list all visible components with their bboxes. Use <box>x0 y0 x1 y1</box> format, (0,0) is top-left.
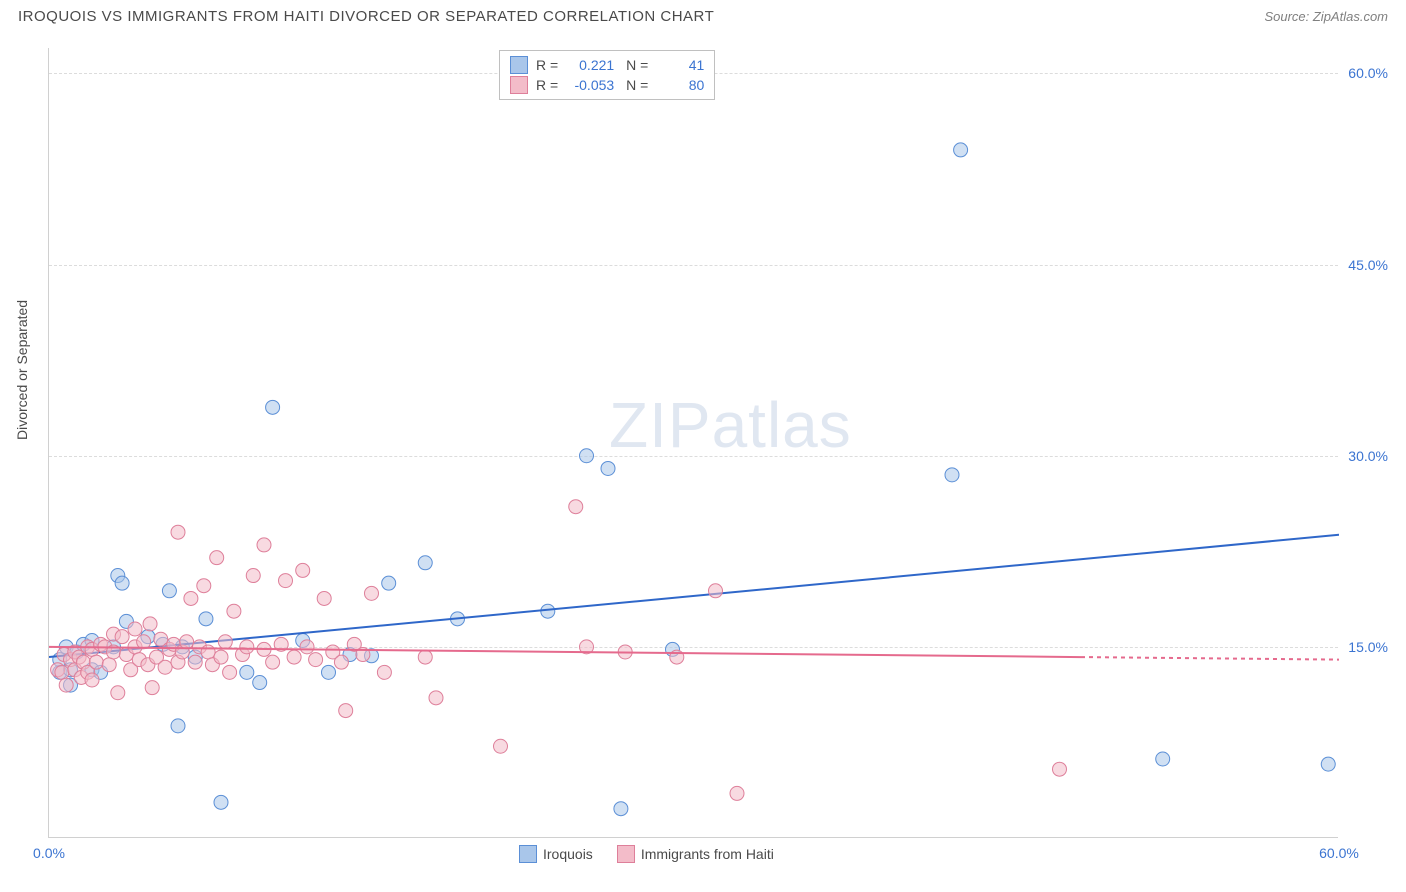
r-label: R = <box>536 77 558 93</box>
x-tick-label: 60.0% <box>1319 845 1359 861</box>
swatch-icon <box>519 845 537 863</box>
correlation-legend-row: R = -0.053 N = 80 <box>510 75 704 95</box>
y-tick-label: 60.0% <box>1348 65 1388 81</box>
n-label: N = <box>622 77 648 93</box>
r-value: 0.221 <box>566 57 614 73</box>
swatch-icon <box>510 76 528 94</box>
r-label: R = <box>536 57 558 73</box>
y-axis-label: Divorced or Separated <box>14 300 30 440</box>
source-label: Source: ZipAtlas.com <box>1264 9 1388 24</box>
scatter-plot-svg <box>49 48 1339 838</box>
swatch-icon <box>617 845 635 863</box>
swatch-icon <box>510 56 528 74</box>
chart-title: IROQUOIS VS IMMIGRANTS FROM HAITI DIVORC… <box>18 8 714 25</box>
legend-item: Immigrants from Haiti <box>617 845 774 863</box>
x-tick-label: 0.0% <box>33 845 65 861</box>
r-value: -0.053 <box>566 77 614 93</box>
y-tick-label: 15.0% <box>1348 639 1388 655</box>
plot-container: ZIPatlas R = 0.221 N = 41 R = -0.053 N =… <box>48 48 1388 838</box>
y-tick-label: 45.0% <box>1348 257 1388 273</box>
legend-label: Immigrants from Haiti <box>641 846 774 862</box>
y-tick-label: 30.0% <box>1348 448 1388 464</box>
legend-label: Iroquois <box>543 846 593 862</box>
n-label: N = <box>622 57 648 73</box>
n-value: 41 <box>656 57 704 73</box>
correlation-legend: R = 0.221 N = 41 R = -0.053 N = 80 <box>499 50 715 100</box>
correlation-legend-row: R = 0.221 N = 41 <box>510 55 704 75</box>
legend-item: Iroquois <box>519 845 593 863</box>
plot-area: ZIPatlas R = 0.221 N = 41 R = -0.053 N =… <box>48 48 1338 838</box>
series-legend: Iroquois Immigrants from Haiti <box>519 845 774 863</box>
n-value: 80 <box>656 77 704 93</box>
